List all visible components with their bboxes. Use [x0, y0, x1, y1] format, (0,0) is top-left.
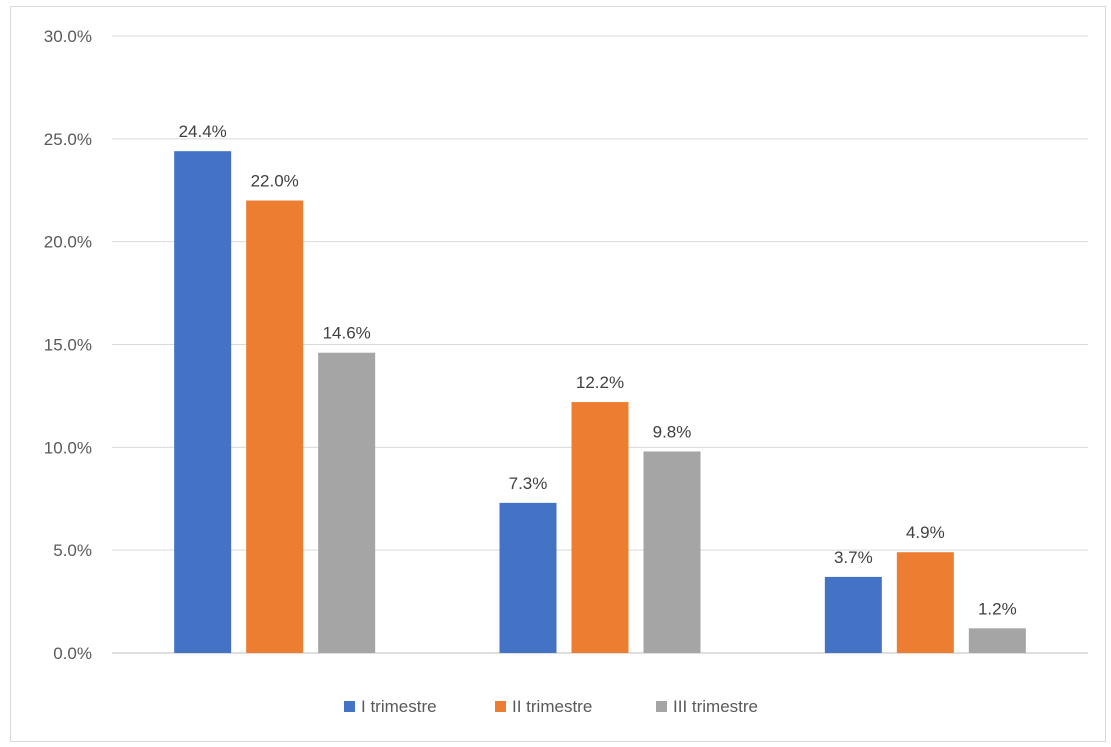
data-label: 7.3% [509, 474, 548, 493]
data-label: 1.2% [978, 599, 1017, 618]
data-label: 9.8% [653, 422, 692, 441]
y-tick-label: 25.0% [44, 130, 92, 149]
legend-label: III trimestre [673, 697, 758, 716]
bar [643, 451, 701, 653]
bar [896, 552, 954, 653]
y-tick-label: 30.0% [44, 27, 92, 46]
bar [246, 200, 304, 654]
bar [968, 628, 1026, 653]
bar [571, 402, 629, 653]
bar [824, 576, 882, 653]
y-tick-label: 20.0% [44, 233, 92, 252]
y-tick-label: 10.0% [44, 438, 92, 457]
legend-swatch [495, 701, 506, 712]
y-tick-label: 5.0% [53, 541, 92, 560]
legend-swatch [344, 701, 355, 712]
legend-label: II trimestre [512, 697, 592, 716]
y-axis: 0.0% 5.0% 10.0% 15.0% 20.0% 25.0% 30.0% [44, 27, 92, 663]
legend-label: I trimestre [361, 697, 437, 716]
data-label: 12.2% [576, 373, 624, 392]
bar [318, 352, 376, 653]
bar [174, 151, 232, 653]
y-tick-label: 0.0% [53, 644, 92, 663]
data-label: 4.9% [906, 523, 945, 542]
data-label: 14.6% [323, 324, 371, 343]
legend: I trimestre II trimestre III trimestre [344, 697, 758, 716]
data-labels: 24.4% 22.0% 14.6% 7.3% 12.2% 9.8% 3.7% 4.9% 1.2% [179, 122, 1017, 618]
y-tick-label: 15.0% [44, 336, 92, 355]
data-label: 24.4% [179, 122, 227, 141]
bars [174, 151, 1026, 654]
data-label: 3.7% [834, 548, 873, 567]
legend-swatch [656, 701, 667, 712]
bar [499, 502, 557, 653]
data-label: 22.0% [251, 172, 299, 191]
